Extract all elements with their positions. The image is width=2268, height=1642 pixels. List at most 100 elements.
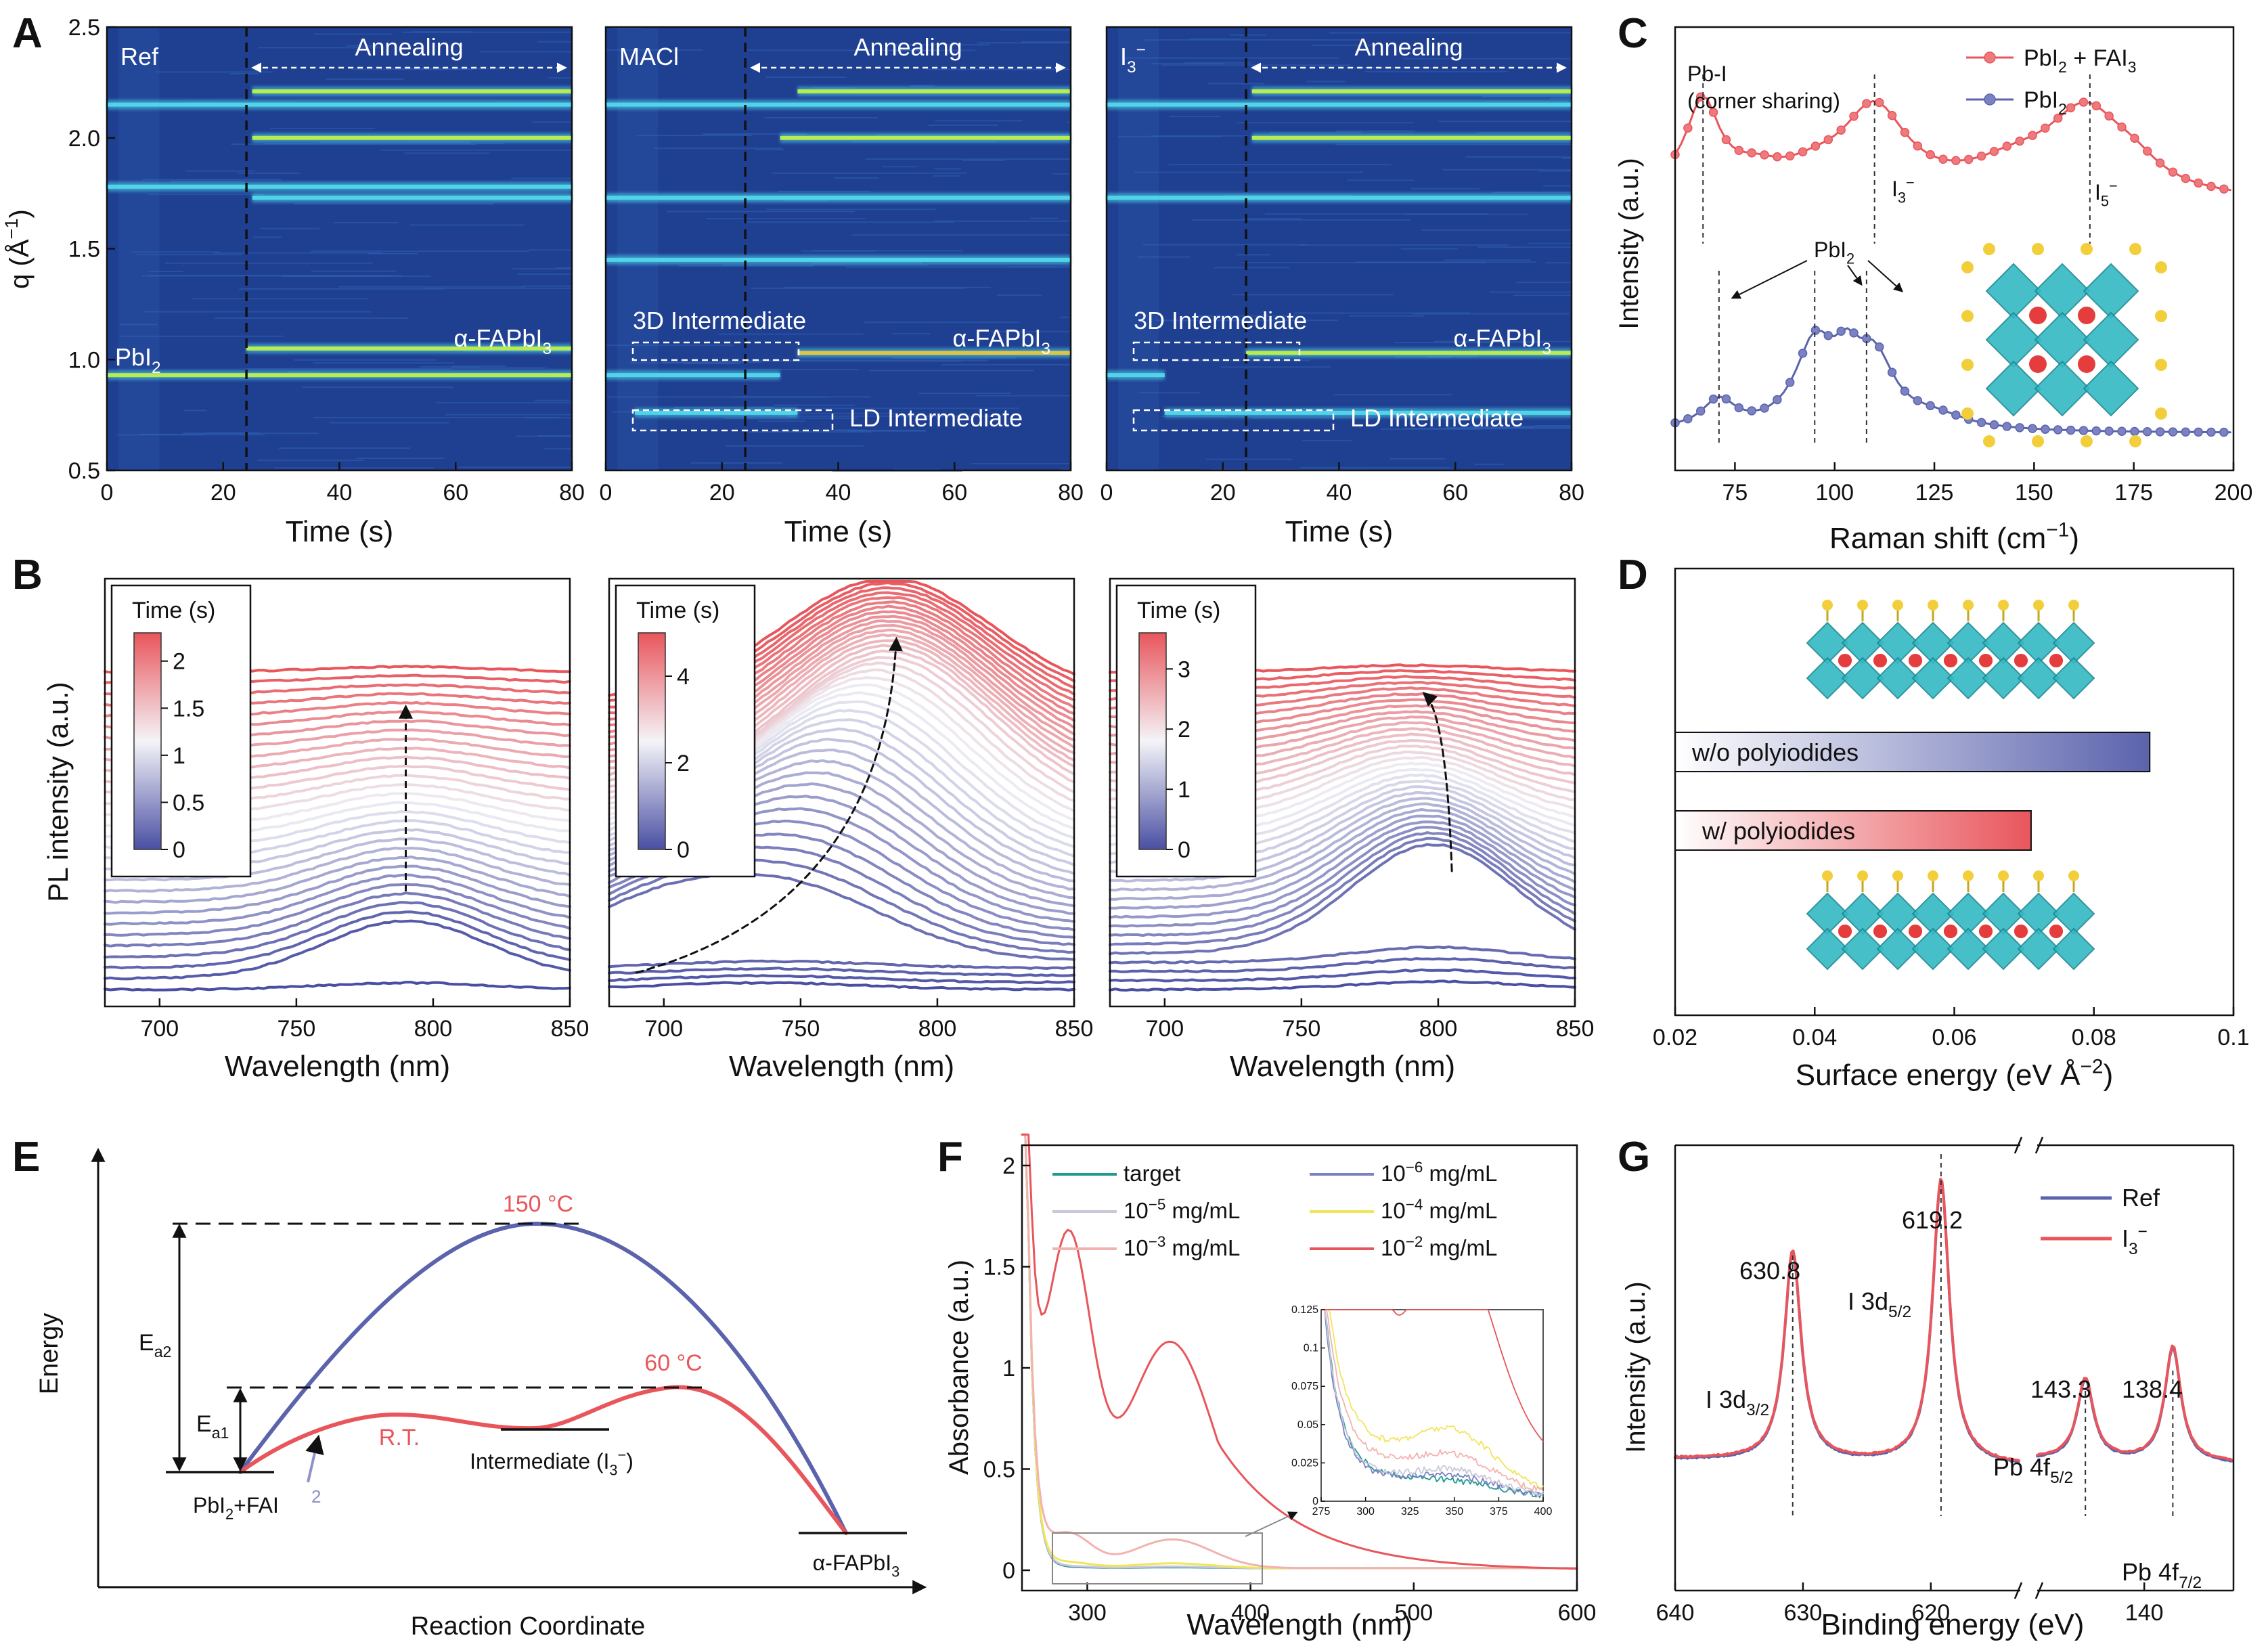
- d-cation: [1909, 925, 1922, 938]
- b-pl-curve: [1109, 979, 1576, 992]
- e-ea2-label: Ea2: [139, 1330, 171, 1360]
- a-noise-streak: [1527, 242, 1572, 244]
- b-trend-arrow: [635, 636, 903, 974]
- c-legend-label-part: 2: [2058, 100, 2067, 118]
- a-noise-streak: [1561, 157, 1572, 159]
- b-colorbar: [1138, 632, 1167, 850]
- e-label-reactant: PbI2+FAI: [193, 1493, 279, 1523]
- a-noise-streak: [338, 286, 525, 288]
- a-noise-streak: [164, 262, 373, 264]
- c-raman-point: [1900, 386, 1910, 396]
- a-noise-streak: [413, 31, 472, 33]
- f-zoom-box: [1052, 1532, 1263, 1584]
- b-colorbar-tick-label: 1.5: [173, 696, 204, 722]
- a-noise-streak: [1413, 313, 1570, 315]
- a-noise-streak: [865, 158, 1071, 160]
- b-x-tick-label: 850: [1556, 1016, 1595, 1042]
- b-pl-curve: [1109, 968, 1576, 983]
- c-iodide: [1961, 359, 1974, 371]
- c-ylabel: Intensity (a.u.): [1614, 158, 1644, 329]
- c-iodide: [2129, 435, 2141, 447]
- b-ylabel: PL intensity (a.u.): [42, 682, 74, 902]
- b-pl-curve: [608, 872, 1075, 961]
- a-noise-streak: [535, 399, 572, 401]
- a-noise-streak: [864, 321, 1020, 324]
- d-octahedron: [1911, 657, 1955, 700]
- a-noise-streak: [1061, 468, 1071, 470]
- a-noise-streak: [667, 210, 855, 213]
- c-raman-point: [1747, 406, 1756, 416]
- c-raman-point: [1683, 123, 1693, 133]
- d-iodide: [1998, 600, 2009, 611]
- a-noise-streak: [742, 221, 955, 223]
- a-noise-streak: [757, 412, 898, 414]
- b-pl-curve: [1109, 837, 1576, 946]
- a-noise-streak: [1513, 294, 1572, 296]
- a-y-tick-label: 1.0: [68, 347, 100, 373]
- panel-letter-B: B: [12, 552, 43, 598]
- a-noise-streak: [1447, 428, 1508, 430]
- a-noise-streak: [1169, 116, 1220, 118]
- a-noise-streak: [1544, 262, 1572, 264]
- c-raman-point: [2117, 122, 2127, 132]
- a-noise-streak: [1242, 217, 1302, 219]
- b-colorbar-tick-label: 3: [1178, 657, 1191, 682]
- f-absorbance-line: [1021, 1133, 1578, 1570]
- a-noise-streak: [1236, 122, 1415, 124]
- a-sample-label: Ref: [120, 43, 159, 70]
- a-xlabel: Time (s): [784, 515, 893, 548]
- a-noise-streak: [404, 152, 490, 154]
- panel-b-pl-spectra: PL intensity (a.u.) Time (s) 2 1.5 1 0.5 0 700 7…: [42, 577, 1595, 1083]
- a-noise-streak: [423, 287, 572, 289]
- e-label-intermediate-part: 3: [609, 1462, 617, 1479]
- e-small-arrow-label: 2: [311, 1486, 321, 1507]
- a-noise-streak: [326, 78, 404, 80]
- c-legend-marker: [1984, 51, 1996, 64]
- panel-letter-C: C: [1618, 10, 1648, 57]
- c-raman-point: [1773, 152, 1782, 162]
- a-noise-streak: [138, 433, 206, 435]
- a-noise-streak: [1389, 458, 1446, 460]
- g-peak-orbital-part: 5/2: [1888, 1303, 1911, 1321]
- a-noise-streak: [868, 370, 1034, 372]
- a-noise-streak: [690, 462, 782, 464]
- a-3d-intermediate-box: [1132, 341, 1301, 361]
- a-noise-streak: [746, 369, 860, 371]
- a-noise-streak: [1335, 130, 1415, 132]
- c-raman-point: [1976, 418, 1986, 427]
- c-octahedron: [2083, 360, 2139, 417]
- d-cation: [2049, 654, 2063, 667]
- a-y-tick-label: 2.5: [68, 15, 100, 41]
- a-sample-label-part: 3: [1127, 58, 1136, 76]
- c-raman-point: [2142, 426, 2152, 437]
- g-peak-value: 619.2: [1902, 1206, 1963, 1234]
- panel-letters: A B C D E F G: [12, 10, 1650, 1180]
- b-pl-curve: [1109, 797, 1576, 883]
- c-legend-label-part: PbI: [2024, 45, 2058, 71]
- a-noise-streak: [1353, 66, 1435, 68]
- g-xps-line: [2036, 1346, 2233, 1463]
- g-peak-orbital: Pb 4f7/2: [2122, 1558, 2202, 1592]
- c-raman-point: [2041, 424, 2050, 434]
- c-raman-point: [1734, 403, 1744, 413]
- d-cation: [2014, 654, 2028, 667]
- a-3d-intermediate-label: 3D Intermediate: [1134, 307, 1307, 334]
- a-noise-streak: [1465, 156, 1572, 158]
- f-legend-label-part: 10: [1381, 1235, 1406, 1260]
- c-iodide: [2032, 243, 2044, 255]
- d-octahedron: [2017, 657, 2060, 700]
- a-noise-streak: [537, 41, 572, 43]
- d-xlabel-part: −2: [2080, 1055, 2103, 1078]
- c-raman-point: [1913, 396, 1923, 405]
- c-annot-pbi2: PbI2: [1814, 238, 1854, 267]
- d-cation: [1979, 654, 1993, 667]
- e-label-intermediate-part: ): [626, 1449, 633, 1473]
- c-raman-point: [1926, 150, 1935, 160]
- c-x-tick-label: 175: [2114, 480, 2153, 506]
- a-noise-streak: [213, 252, 384, 254]
- c-x-tick-label: 150: [2015, 480, 2053, 506]
- a-diffraction-band: [606, 373, 780, 378]
- g-xps-line: [1674, 1180, 2020, 1464]
- f-zoom-connector: [1245, 1511, 1298, 1537]
- c-raman-point: [2028, 131, 2037, 140]
